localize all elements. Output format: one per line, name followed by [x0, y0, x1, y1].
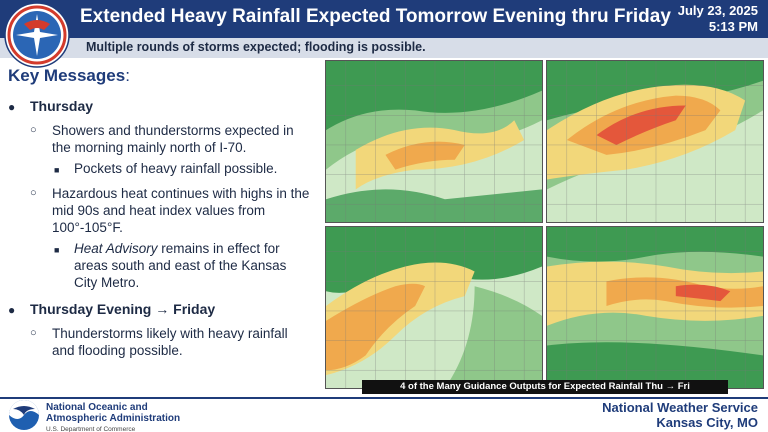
nws-logo-icon: [4, 2, 70, 68]
key-messages-title: Key Messages:: [8, 66, 130, 85]
page-title: Extended Heavy Rainfall Expected Tomorro…: [80, 6, 671, 27]
section-heading-evening-friday: ● Thursday Evening → Friday: [8, 301, 216, 317]
issue-time: 5:13 PM: [708, 19, 758, 34]
list-item: ■ Heat Advisory remains in effect for are…: [54, 241, 287, 290]
rainfall-map-4: [546, 226, 764, 389]
footer-divider: [0, 397, 768, 399]
maps-caption: 4 of the Many Guidance Outputs for Expec…: [362, 380, 728, 394]
heat-advisory-label: Heat Advisory: [74, 241, 158, 256]
rainfall-map-3: [325, 226, 543, 389]
page-subtitle: Multiple rounds of storms expected; floo…: [86, 40, 426, 54]
list-item: ■ Pockets of heavy rainfall possible.: [54, 161, 278, 176]
header-bar: Extended Heavy Rainfall Expected Tomorro…: [0, 0, 768, 38]
list-item: ○ Showers and thunderstorms expected in t…: [30, 123, 294, 155]
issue-datetime: July 23, 2025 5:13 PM: [678, 3, 758, 35]
list-item: ○ Hazardous heat continues with highs in …: [30, 186, 310, 235]
section-heading-thursday: ● Thursday: [8, 98, 94, 114]
rainfall-map-1: [325, 60, 543, 223]
noaa-agency-name: National Oceanic and Atmospheric Adminis…: [46, 402, 181, 432]
list-item: ○ Thunderstorms likely with heavy rainfal…: [30, 326, 288, 358]
key-messages-list: ● Thursday ○ Showers and thunderstorms exp…: [8, 92, 313, 359]
rainfall-map-2: [546, 60, 764, 223]
subtitle-bar: Multiple rounds of storms expected; floo…: [0, 38, 768, 58]
issue-date: July 23, 2025: [677, 3, 758, 18]
rainfall-maps-grid: [325, 60, 765, 390]
nws-office-name: National Weather Service Kansas City, MO: [602, 400, 758, 430]
noaa-logo-icon: [9, 400, 39, 430]
